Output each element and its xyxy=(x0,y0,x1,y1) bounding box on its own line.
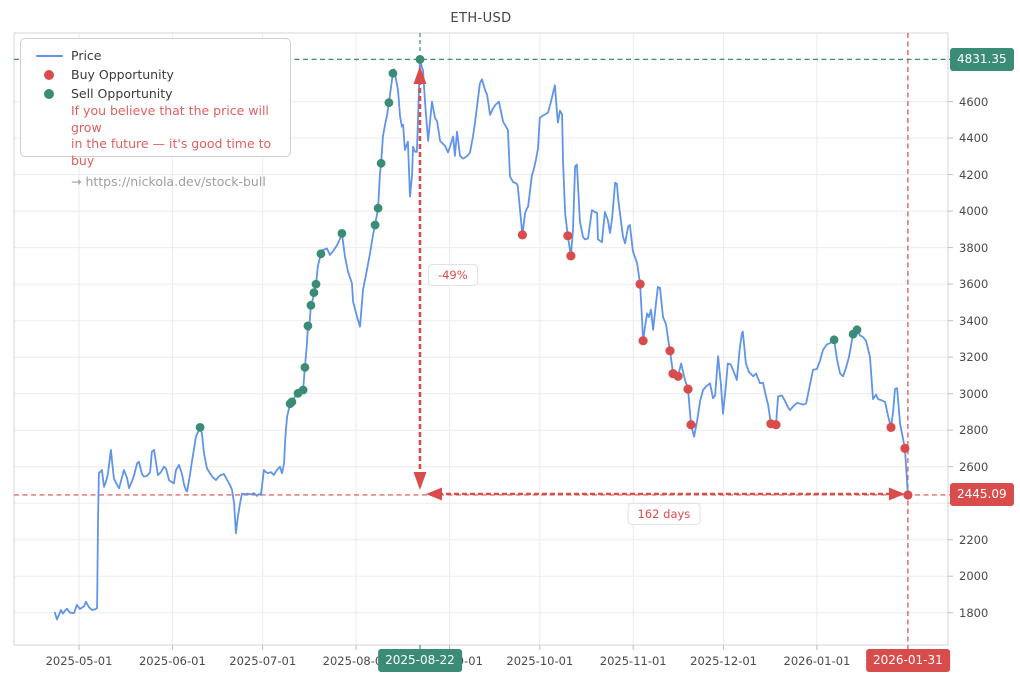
buy-price-badge: 2445.09 xyxy=(950,483,1014,507)
plot-border xyxy=(13,32,949,646)
y-tick-label: 3400 xyxy=(959,313,989,328)
legend-item-buy: Buy Opportunity xyxy=(29,65,280,84)
buy-date-badge: 2026-01-31 xyxy=(866,649,950,672)
buy-opportunity-dot xyxy=(563,231,573,241)
sell-opportunity-dot xyxy=(337,229,347,238)
sell-opportunity-dot xyxy=(370,220,380,230)
sell-date-badge: 2025-08-22 xyxy=(378,649,462,672)
buy-opportunity-dot xyxy=(673,371,683,381)
x-tick-label: 2025-11-01 xyxy=(599,654,667,668)
legend-hint-line1: If you believe that the price will grow xyxy=(71,103,269,135)
buy-dot-icon xyxy=(44,70,54,80)
y-tick-label: 3600 xyxy=(959,277,989,292)
y-tick-label: 4200 xyxy=(959,167,989,182)
sell-opportunity-dot xyxy=(373,203,383,213)
y-tick-label: 3800 xyxy=(959,240,989,255)
duration-arrow-right-head-icon xyxy=(888,487,905,501)
sell-opportunity-dot xyxy=(415,55,425,64)
x-tick-label: 2025-05-01 xyxy=(45,654,113,668)
sell-opportunity-dot xyxy=(306,300,316,310)
y-tick-label: 3000 xyxy=(959,386,989,401)
buy-opportunity-dot xyxy=(771,420,781,430)
sell-opportunity-dot xyxy=(829,335,839,345)
sell-opportunity-dot xyxy=(311,279,321,289)
y-tick-label: 4000 xyxy=(959,204,989,219)
legend-item-price: Price xyxy=(29,46,280,65)
buy-opportunity-dot xyxy=(635,279,645,289)
x-tick-label: 2026-01-01 xyxy=(783,654,851,668)
sell-opportunity-dot xyxy=(298,385,308,395)
buy-opportunity-dot xyxy=(566,251,576,261)
buy-opportunity-dot xyxy=(517,230,528,240)
buy-opportunity-dot xyxy=(686,420,696,430)
y-tick-label: 2800 xyxy=(959,423,989,438)
sell-opportunity-dot xyxy=(309,288,319,298)
buy-opportunity-dot xyxy=(900,443,910,453)
percent-change-label: -49% xyxy=(427,264,478,286)
buy-opportunity-dot xyxy=(903,490,913,500)
sell-opportunity-dot xyxy=(300,363,310,372)
chart-title: ETH-USD xyxy=(450,11,512,26)
legend-sell-label: Sell Opportunity xyxy=(71,86,173,101)
buy-opportunity-dot xyxy=(665,346,675,356)
buy-opportunity-dot xyxy=(638,336,648,346)
y-tick-label: 3200 xyxy=(959,350,989,365)
sell-opportunity-dot xyxy=(303,321,313,331)
legend: Price Buy Opportunity Sell Opportunity I… xyxy=(20,38,291,189)
y-tick-label: 2200 xyxy=(959,532,989,547)
sell-opportunity-dot xyxy=(852,325,862,335)
sell-opportunity-dot xyxy=(388,68,398,78)
y-tick-label: 2000 xyxy=(959,569,989,584)
y-tick-label: 1800 xyxy=(959,605,989,620)
x-tick-label: 2025-12-01 xyxy=(690,654,757,668)
drop-arrow-down-head-icon xyxy=(413,472,427,490)
sell-opportunity-dot xyxy=(287,397,297,407)
y-tick-label: 4400 xyxy=(959,131,989,146)
buy-opportunity-dot xyxy=(683,384,693,394)
sell-opportunity-dot xyxy=(376,158,386,168)
y-tick-label: 4600 xyxy=(959,94,989,109)
legend-price-label: Price xyxy=(71,48,102,63)
x-tick-label: 2025-08-01 xyxy=(322,654,390,668)
price-line xyxy=(54,58,909,621)
buy-opportunity-dot xyxy=(886,422,896,432)
duration-label: 162 days xyxy=(627,503,701,525)
sell-price-badge: 4831.35 xyxy=(950,47,1014,71)
y-tick-label: 2600 xyxy=(959,459,989,474)
legend-buy-label: Buy Opportunity xyxy=(71,67,174,82)
drop-arrow-up-head-icon xyxy=(413,66,427,84)
legend-link: → https://nickola.dev/stock-bull xyxy=(71,174,266,189)
x-tick-label: 2025-10-01 xyxy=(506,654,574,668)
x-tick-label: 2025-06-01 xyxy=(138,654,206,668)
sell-dot-icon xyxy=(44,89,54,99)
legend-hint-line2: in the future — it's good time to buy xyxy=(71,136,272,168)
price-line-swatch-icon xyxy=(36,55,63,58)
sell-opportunity-dot xyxy=(316,249,326,259)
sell-opportunity-dot xyxy=(384,98,394,108)
duration-arrow-left-head-icon xyxy=(425,487,442,501)
x-tick-label: 2025-07-01 xyxy=(229,654,297,668)
legend-item-sell: Sell Opportunity xyxy=(29,84,280,103)
sell-opportunity-dot xyxy=(195,423,205,432)
